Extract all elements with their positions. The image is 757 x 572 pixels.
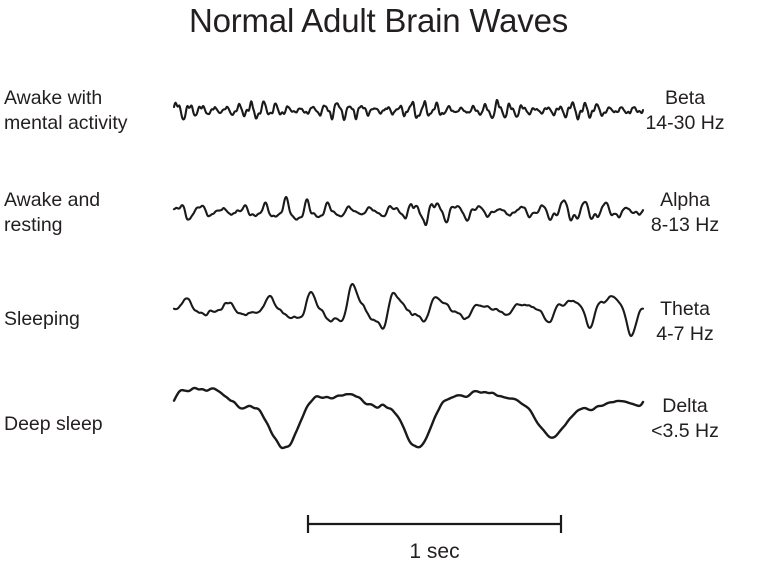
- state-label-beta-line2: mental activity: [4, 112, 128, 134]
- band-name-alpha: Alpha: [660, 189, 710, 211]
- eeg-trace-delta: [172, 386, 645, 450]
- scalebar: [306, 515, 563, 533]
- state-label-theta: Sleeping: [4, 307, 164, 332]
- band-freq-theta: 4-7 Hz: [656, 323, 714, 345]
- state-label-alpha: Awake and resting: [4, 188, 164, 238]
- state-label-beta-line1: Awake with: [4, 87, 103, 109]
- state-label-delta-line1: Deep sleep: [4, 413, 103, 435]
- scalebar-caption: 1 sec: [409, 540, 460, 563]
- state-label-alpha-line1: Awake and: [4, 189, 101, 211]
- band-freq-delta: <3.5 Hz: [651, 420, 719, 442]
- state-label-beta: Awake with mental activity: [4, 86, 164, 136]
- band-name-delta: Delta: [662, 395, 708, 417]
- state-label-delta: Deep sleep: [4, 412, 164, 437]
- band-name-beta: Beta: [664, 87, 706, 109]
- state-label-theta-line1: Sleeping: [4, 308, 80, 330]
- band-label-beta: Beta 14-30 Hz: [615, 86, 755, 136]
- eeg-trace-alpha: [172, 195, 645, 227]
- page-title: Normal Adult Brain Waves: [188, 2, 569, 39]
- band-label-delta: Delta <3.5 Hz: [615, 394, 755, 444]
- eeg-trace-theta: [172, 282, 645, 338]
- eeg-trace-paths: [172, 98, 645, 450]
- band-freq-beta: 14-30 Hz: [645, 112, 725, 134]
- band-freq-alpha: 8-13 Hz: [650, 214, 720, 236]
- band-label-alpha: Alpha 8-13 Hz: [615, 188, 755, 238]
- eeg-trace-beta: [172, 98, 645, 122]
- state-label-alpha-line2: resting: [4, 214, 63, 236]
- band-name-theta: Theta: [660, 298, 710, 320]
- band-label-theta: Theta 4-7 Hz: [615, 297, 755, 347]
